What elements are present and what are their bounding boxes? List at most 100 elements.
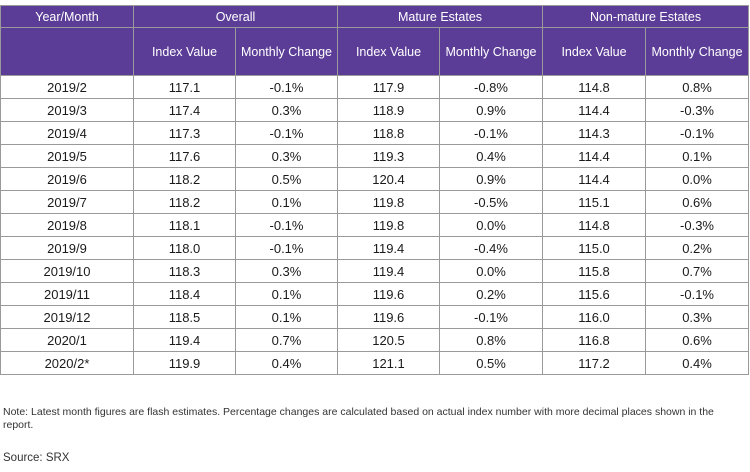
header-blank [0, 27, 134, 76]
cell-year-month: 2020/2* [0, 351, 134, 375]
cell-mature-index: 121.1 [337, 351, 440, 375]
cell-nonmature-index: 115.8 [542, 259, 647, 283]
cell-overall-change: 0.7% [235, 328, 338, 352]
cell-nonmature-index: 116.8 [542, 328, 647, 352]
source-credit: Source: SRX [3, 452, 70, 464]
cell-nonmature-index: 114.4 [542, 144, 647, 168]
cell-nonmature-index: 114.4 [542, 98, 647, 122]
cell-nonmature-change: 0.4% [645, 351, 750, 375]
cell-nonmature-change: -0.1% [645, 282, 750, 306]
cell-mature-index: 120.5 [337, 328, 440, 352]
table-row: 2019/5 117.6 0.3% 119.3 0.4% 114.4 0.1% [0, 144, 750, 168]
table-row: 2019/4 117.3 -0.1% 118.8 -0.1% 114.3 -0.1% [0, 121, 750, 145]
header-row-sub: Index Value Monthly Change Index Value M… [0, 27, 750, 76]
cell-mature-index: 119.6 [337, 305, 440, 329]
cell-nonmature-change: 0.6% [645, 190, 750, 214]
cell-overall-change: -0.1% [235, 236, 338, 260]
cell-nonmature-index: 116.0 [542, 305, 647, 329]
cell-mature-index: 120.4 [337, 167, 440, 191]
cell-overall-change: -0.1% [235, 213, 338, 237]
table-row: 2019/2 117.1 -0.1% 117.9 -0.8% 114.8 0.8% [0, 75, 750, 99]
cell-overall-index: 118.1 [133, 213, 236, 237]
table-row: 2019/10 118.3 0.3% 119.4 0.0% 115.8 0.7% [0, 259, 750, 283]
header-overall-index-value: Index Value [133, 27, 236, 76]
cell-mature-change: 0.2% [438, 282, 544, 306]
cell-overall-change: 0.1% [235, 282, 338, 306]
cell-overall-change: 0.3% [235, 259, 338, 283]
cell-mature-change: 0.9% [438, 98, 544, 122]
cell-year-month: 2019/3 [0, 98, 134, 122]
cell-mature-index: 119.4 [337, 236, 440, 260]
cell-nonmature-index: 115.1 [542, 190, 647, 214]
header-mature-monthly-change: Monthly Change [438, 27, 544, 76]
cell-year-month: 2019/9 [0, 236, 134, 260]
table-row: 2019/11 118.4 0.1% 119.6 0.2% 115.6 -0.1% [0, 282, 750, 306]
cell-nonmature-index: 114.8 [542, 75, 647, 99]
cell-nonmature-index: 117.2 [542, 351, 647, 375]
cell-year-month: 2019/7 [0, 190, 134, 214]
header-nonmature-index-value: Index Value [542, 27, 647, 76]
table-row: 2019/6 118.2 0.5% 120.4 0.9% 114.4 0.0% [0, 167, 750, 191]
footnote: Note: Latest month figures are flash est… [3, 406, 714, 431]
header-nonmature-monthly-change: Monthly Change [645, 27, 750, 76]
cell-nonmature-change: 0.6% [645, 328, 750, 352]
cell-nonmature-change: -0.3% [645, 213, 750, 237]
cell-year-month: 2020/1 [0, 328, 134, 352]
cell-mature-index: 119.8 [337, 213, 440, 237]
cell-overall-index: 117.3 [133, 121, 236, 145]
header-overall: Overall [133, 5, 338, 28]
cell-nonmature-change: 0.0% [645, 167, 750, 191]
cell-mature-change: -0.1% [438, 305, 544, 329]
cell-nonmature-change: 0.1% [645, 144, 750, 168]
cell-mature-index: 119.4 [337, 259, 440, 283]
cell-overall-change: 0.4% [235, 351, 338, 375]
table-body: 2019/2 117.1 -0.1% 117.9 -0.8% 114.8 0.8% 2019/… [0, 75, 750, 375]
cell-overall-change: 0.5% [235, 167, 338, 191]
table-row: 2019/3 117.4 0.3% 118.9 0.9% 114.4 -0.3% [0, 98, 750, 122]
cell-year-month: 2019/6 [0, 167, 134, 191]
header-mature-estates: Mature Estates [336, 5, 544, 28]
cell-mature-change: -0.5% [438, 190, 544, 214]
cell-nonmature-index: 114.8 [542, 213, 647, 237]
cell-mature-change: -0.1% [438, 121, 544, 145]
cell-overall-index: 117.6 [133, 144, 236, 168]
header-overall-monthly-change: Monthly Change [235, 27, 338, 76]
cell-overall-index: 119.9 [133, 351, 236, 375]
cell-mature-change: 0.5% [438, 351, 544, 375]
cell-nonmature-index: 114.3 [542, 121, 647, 145]
cell-nonmature-change: -0.1% [645, 121, 750, 145]
cell-overall-change: -0.1% [235, 121, 338, 145]
header-row-top: Year/Month Overall Mature Estates Non-ma… [0, 5, 750, 28]
cell-nonmature-change: 0.3% [645, 305, 750, 329]
cell-overall-index: 118.5 [133, 305, 236, 329]
cell-mature-change: 0.8% [438, 328, 544, 352]
cell-year-month: 2019/5 [0, 144, 134, 168]
cell-overall-index: 118.0 [133, 236, 236, 260]
cell-mature-index: 118.9 [337, 98, 440, 122]
cell-overall-index: 119.4 [133, 328, 236, 352]
table-row: 2019/8 118.1 -0.1% 119.8 0.0% 114.8 -0.3% [0, 213, 750, 237]
table-row: 2019/12 118.5 0.1% 119.6 -0.1% 116.0 0.3% [0, 305, 750, 329]
cell-overall-index: 118.2 [133, 167, 236, 191]
cell-mature-index: 117.9 [337, 75, 440, 99]
table-row: 2020/2* 119.9 0.4% 121.1 0.5% 117.2 0.4% [0, 351, 750, 375]
cell-year-month: 2019/2 [0, 75, 134, 99]
table-row: 2020/1 119.4 0.7% 120.5 0.8% 116.8 0.6% [0, 328, 750, 352]
cell-mature-change: -0.8% [438, 75, 544, 99]
cell-overall-change: 0.3% [235, 144, 338, 168]
cell-nonmature-change: 0.2% [645, 236, 750, 260]
cell-nonmature-index: 115.0 [542, 236, 647, 260]
cell-year-month: 2019/8 [0, 213, 134, 237]
cell-year-month: 2019/4 [0, 121, 134, 145]
cell-nonmature-index: 114.4 [542, 167, 647, 191]
hdb-resale-price-index-table: Year/Month Overall Mature Estates Non-ma… [0, 5, 750, 375]
cell-overall-change: -0.1% [235, 75, 338, 99]
cell-overall-change: 0.1% [235, 190, 338, 214]
cell-mature-change: 0.0% [438, 213, 544, 237]
header-non-mature-estates: Non-mature Estates [542, 5, 750, 28]
cell-overall-index: 118.3 [133, 259, 236, 283]
header-year-month: Year/Month [0, 5, 134, 28]
table-row: 2019/7 118.2 0.1% 119.8 -0.5% 115.1 0.6% [0, 190, 750, 214]
table-row: 2019/9 118.0 -0.1% 119.4 -0.4% 115.0 0.2% [0, 236, 750, 260]
cell-year-month: 2019/12 [0, 305, 134, 329]
